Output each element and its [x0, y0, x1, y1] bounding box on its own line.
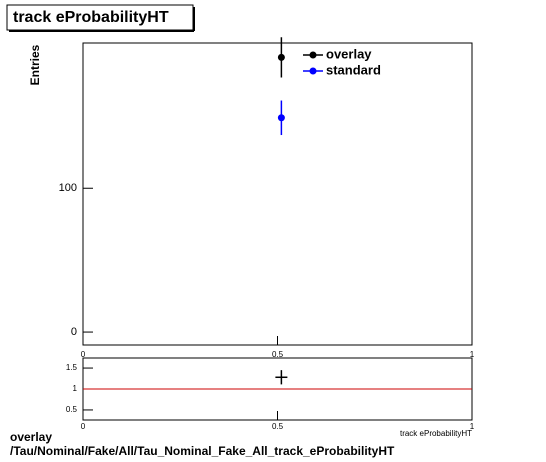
- y-tick-label: 0: [71, 326, 77, 338]
- footer-line: overlay: [10, 430, 52, 444]
- marker: [277, 53, 285, 61]
- x-tick-label: 0.5: [272, 422, 284, 431]
- legend-marker: [309, 67, 317, 75]
- legend-label: overlay: [326, 46, 372, 61]
- legend-marker: [309, 51, 317, 59]
- y-axis-label: Entries: [28, 44, 42, 85]
- y-tick-label: 100: [59, 182, 77, 194]
- x-tick-label: 0: [81, 422, 86, 431]
- y-tick-label: 1.5: [66, 363, 78, 372]
- chart-title: track eProbabilityHT: [13, 9, 169, 26]
- x-axis-label: track eProbabilityHT: [400, 429, 472, 438]
- legend-label: standard: [326, 62, 381, 77]
- x-tick-label: 0: [81, 350, 86, 359]
- y-tick-label: 0.5: [66, 405, 78, 414]
- x-tick-label: 1: [470, 350, 475, 359]
- title-box: [6, 4, 194, 31]
- x-tick-label: 1: [470, 422, 475, 431]
- plot-frame: [82, 42, 473, 346]
- y-tick-label: 1: [73, 384, 78, 393]
- marker: [277, 114, 285, 122]
- x-tick-label: 0.5: [272, 350, 284, 359]
- footer-line: /Tau/Nominal/Fake/All/Tau_Nominal_Fake_A…: [10, 444, 395, 458]
